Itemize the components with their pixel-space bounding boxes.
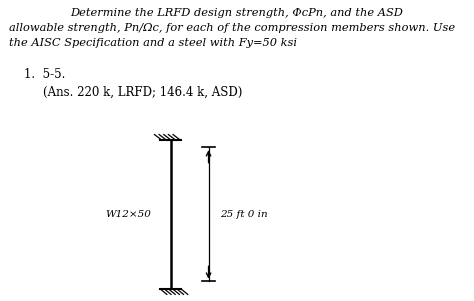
Text: the AISC Specification and a steel with Fy=50 ksi: the AISC Specification and a steel with … (9, 38, 298, 48)
Text: 1.  5-5.: 1. 5-5. (24, 68, 65, 81)
Text: allowable strength, Pn/Ωc, for each of the compression members shown. Use: allowable strength, Pn/Ωc, for each of t… (9, 23, 456, 33)
Text: W12×50: W12×50 (106, 210, 152, 219)
Text: (Ans. 220 k, LRFD; 146.4 k, ASD): (Ans. 220 k, LRFD; 146.4 k, ASD) (43, 86, 242, 99)
Text: 25 ft 0 in: 25 ft 0 in (220, 210, 268, 219)
Text: Determine the LRFD design strength, ΦcPn, and the ASD: Determine the LRFD design strength, ΦcPn… (71, 8, 403, 17)
